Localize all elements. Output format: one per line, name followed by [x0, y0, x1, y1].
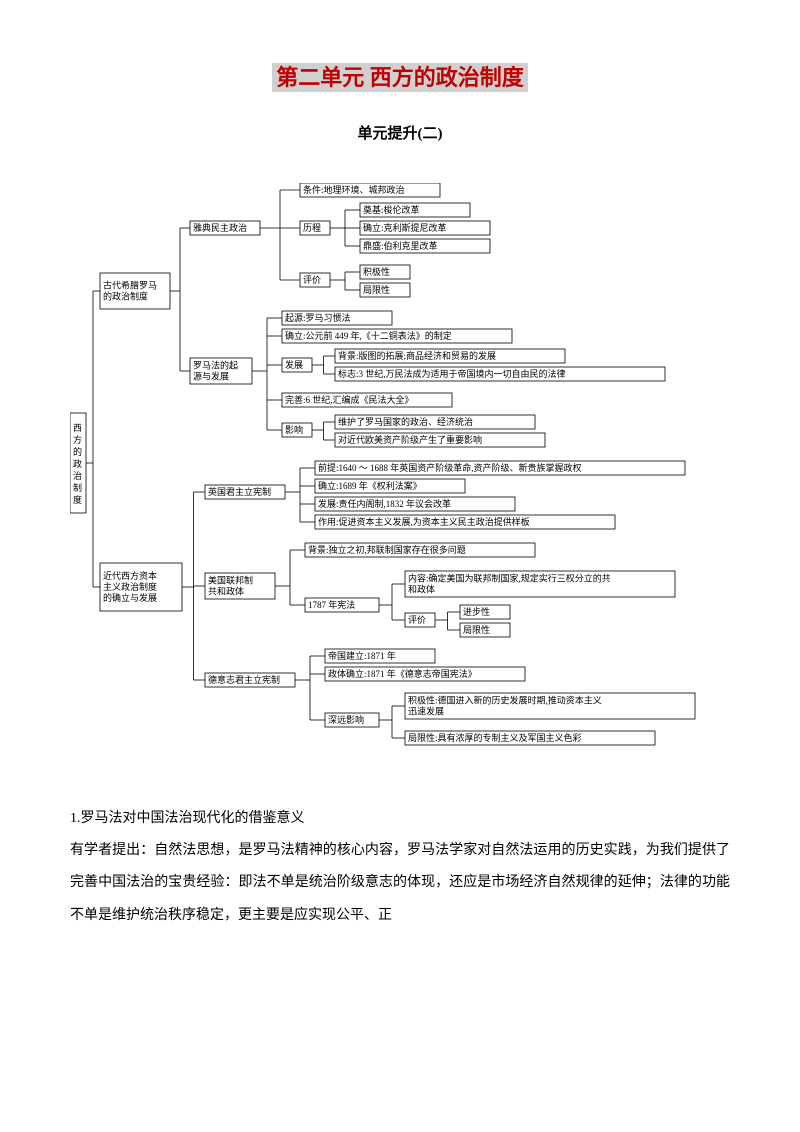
svg-text:标志:3 世纪,万民法成为适用于帝国境内一切自由民的法律: 标志:3 世纪,万民法成为适用于帝国境内一切自由民的法律: [338, 368, 566, 379]
svg-text:雅典民主政治: 雅典民主政治: [193, 222, 247, 233]
page-title: 第二单元 西方的政治制度: [70, 60, 730, 92]
svg-text:局限性: 局限性: [463, 624, 490, 635]
svg-text:1787 年宪法: 1787 年宪法: [308, 599, 355, 610]
svg-text:影响: 影响: [285, 424, 303, 435]
svg-text:作用:促进资本主义发展,为资本主义民主政治提供样板: 作用:促进资本主义发展,为资本主义民主政治提供样板: [318, 516, 530, 527]
svg-text:发展: 发展: [285, 359, 303, 370]
para-body: 有学者提出：自然法思想，是罗马法精神的核心内容，罗马法学家对自然法运用的历史实践…: [70, 835, 730, 932]
svg-text:评价: 评价: [408, 615, 426, 625]
title-text: 第二单元 西方的政治制度: [272, 63, 528, 92]
svg-text:深远影响: 深远影响: [328, 714, 364, 725]
svg-text:历程: 历程: [303, 223, 321, 233]
svg-text:背景:版图的拓展;商品经济和贸易的发展: 背景:版图的拓展;商品经济和贸易的发展: [338, 350, 496, 361]
svg-text:局限性:具有浓厚的专制主义及军国主义色彩: 局限性:具有浓厚的专制主义及军国主义色彩: [408, 732, 582, 743]
svg-text:鼎盛:伯利克里改革: 鼎盛:伯利克里改革: [363, 240, 438, 251]
svg-text:确立:公元前 449 年,《十二铜表法》的制定: 确立:公元前 449 年,《十二铜表法》的制定: [285, 330, 452, 341]
concept-map: 西方的政治制度古代希腊罗马的政治制度近代西方资本主义政治制度的确立与发展雅典民主…: [70, 183, 730, 763]
svg-text:奠基:梭伦改革: 奠基:梭伦改革: [363, 204, 420, 215]
svg-text:源与发展: 源与发展: [193, 371, 229, 382]
subtitle: 单元提升(二): [70, 122, 730, 143]
svg-text:主义政治制度: 主义政治制度: [103, 581, 157, 592]
svg-text:美国联邦制: 美国联邦制: [208, 575, 253, 586]
svg-text:的政治制度: 的政治制度: [103, 291, 148, 302]
svg-text:和政体: 和政体: [408, 584, 435, 595]
body-paragraph: 1.罗马法对中国法治现代化的借鉴意义 有学者提出：自然法思想，是罗马法精神的核心…: [70, 803, 730, 932]
svg-text:罗马法的起: 罗马法的起: [193, 360, 238, 371]
svg-text:西: 西: [73, 423, 82, 433]
svg-text:共和政体: 共和政体: [208, 586, 244, 597]
svg-text:的: 的: [73, 446, 82, 457]
svg-text:迅速发展: 迅速发展: [408, 706, 444, 717]
svg-text:前提:1640 ～ 1688 年英国资产阶级革命,资产阶级、: 前提:1640 ～ 1688 年英国资产阶级革命,资产阶级、新贵族掌握政权: [318, 462, 582, 473]
para-lead: 1.罗马法对中国法治现代化的借鉴意义: [70, 803, 730, 835]
svg-text:德意志君主立宪制: 德意志君主立宪制: [208, 674, 280, 685]
svg-text:政: 政: [73, 458, 82, 469]
svg-text:条件:地理环境、城邦政治: 条件:地理环境、城邦政治: [303, 184, 405, 195]
svg-text:度: 度: [73, 494, 82, 505]
svg-text:制: 制: [73, 482, 82, 493]
svg-text:维护了罗马国家的政治、经济统治: 维护了罗马国家的政治、经济统治: [338, 416, 473, 427]
svg-text:治: 治: [73, 470, 82, 481]
svg-text:完善:6 世纪,汇编成《民法大全》: 完善:6 世纪,汇编成《民法大全》: [285, 394, 414, 405]
svg-text:积极性: 积极性: [363, 266, 390, 277]
svg-text:评价: 评价: [303, 275, 321, 285]
svg-text:对近代欧美资产阶级产生了重要影响: 对近代欧美资产阶级产生了重要影响: [338, 434, 482, 445]
svg-text:政体确立:1871 年《德意志帝国宪法》: 政体确立:1871 年《德意志帝国宪法》: [328, 668, 477, 679]
svg-text:积极性:德国进入新的历史发展时期,推动资本主义: 积极性:德国进入新的历史发展时期,推动资本主义: [408, 695, 602, 706]
svg-text:的确立与发展: 的确立与发展: [103, 592, 157, 603]
svg-text:近代西方资本: 近代西方资本: [103, 570, 157, 581]
svg-text:进步性: 进步性: [463, 606, 490, 617]
svg-text:确立:1689 年《权利法案》: 确立:1689 年《权利法案》: [318, 480, 422, 491]
svg-text:英国君主立宪制: 英国君主立宪制: [208, 486, 271, 497]
svg-text:背景:独立之初,邦联制国家存在很多问题: 背景:独立之初,邦联制国家存在很多问题: [308, 544, 466, 555]
svg-text:起源:罗马习惯法: 起源:罗马习惯法: [285, 312, 351, 323]
svg-text:方: 方: [73, 434, 82, 445]
svg-text:确立:克利斯提尼改革: 确立:克利斯提尼改革: [363, 222, 447, 233]
svg-text:帝国建立:1871 年: 帝国建立:1871 年: [328, 650, 396, 661]
svg-text:发展:责任内阁制,1832 年议会改革: 发展:责任内阁制,1832 年议会改革: [318, 498, 451, 509]
svg-text:局限性: 局限性: [363, 284, 390, 295]
svg-text:古代希腊罗马: 古代希腊罗马: [103, 280, 157, 291]
svg-text:内容:确定美国为联邦制国家,规定实行三权分立的共: 内容:确定美国为联邦制国家,规定实行三权分立的共: [408, 573, 611, 584]
